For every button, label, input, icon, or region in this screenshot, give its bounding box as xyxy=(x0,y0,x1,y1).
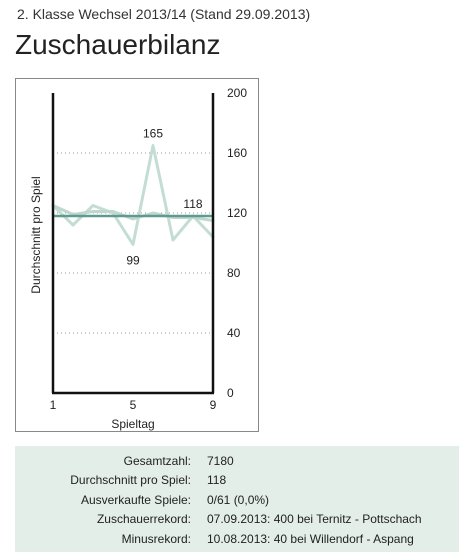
stats-row: Minusrekord: 10.08.2013: 40 bei Willendor… xyxy=(15,529,459,549)
stats-value: 7180 xyxy=(207,453,234,468)
chart-frame xyxy=(15,78,259,432)
stats-panel: Gesamtzahl: 7180 Durchschnitt pro Spiel: 11… xyxy=(15,446,459,552)
stats-spacer xyxy=(191,471,207,491)
page-title: Zuschauerbilanz xyxy=(15,29,221,60)
x-tick-label: 1 xyxy=(50,398,57,412)
y-tick-label: 40 xyxy=(227,326,241,340)
stats-label: Zuschauerrekord: xyxy=(96,512,191,527)
stats-spacer xyxy=(191,510,207,530)
y-tick-label: 80 xyxy=(227,266,241,280)
stats-row: Zuschauerrekord: 07.09.2013: 400 bei Tern… xyxy=(15,510,459,530)
data-label: 118 xyxy=(183,197,202,211)
y-tick-label: 160 xyxy=(227,146,247,160)
stats-value: 07.09.2013: 400 bei Ternitz - Pottschach xyxy=(207,512,422,527)
stats-row: Gesamtzahl: 7180 xyxy=(15,451,459,471)
stats-label: Ausverkaufte Spiele: xyxy=(80,492,191,507)
stats-row: Ausverkaufte Spiele: 0/61 (0,0%) xyxy=(15,490,459,510)
x-axis-label: Spieltag xyxy=(111,417,154,431)
data-label: 99 xyxy=(126,254,140,268)
stats-label: Minusrekord: xyxy=(121,531,191,546)
data-label: 165 xyxy=(143,127,163,141)
series-line-1 xyxy=(51,144,215,246)
stats-label: Gesamtzahl: xyxy=(123,453,191,468)
y-axis-label: Durchschnitt pro Spiel xyxy=(29,176,43,293)
stats-value: 118 xyxy=(207,473,227,488)
stats-label: Durchschnitt pro Spiel: xyxy=(70,473,191,488)
stats-spacer xyxy=(191,490,207,510)
page-subtitle: 2. Klasse Wechsel 2013/14 (Stand 29.09.2… xyxy=(17,6,311,22)
x-tick-label: 9 xyxy=(210,398,217,412)
y-tick-label: 0 xyxy=(227,386,234,400)
series-line-2 xyxy=(51,204,215,222)
y-tick-label: 200 xyxy=(227,86,247,100)
y-tick-label: 120 xyxy=(227,206,247,220)
stats-value: 10.08.2013: 40 bei Willendorf - Aspang xyxy=(207,531,414,546)
stats-spacer xyxy=(191,529,207,549)
stats-value: 0/61 (0,0%) xyxy=(207,492,270,507)
stats-row: Durchschnitt pro Spiel: 118 xyxy=(15,471,459,491)
x-tick-label: 5 xyxy=(130,398,137,412)
stats-table: Gesamtzahl: 7180 Durchschnitt pro Spiel: 11… xyxy=(15,451,459,549)
stats-spacer xyxy=(191,451,207,471)
